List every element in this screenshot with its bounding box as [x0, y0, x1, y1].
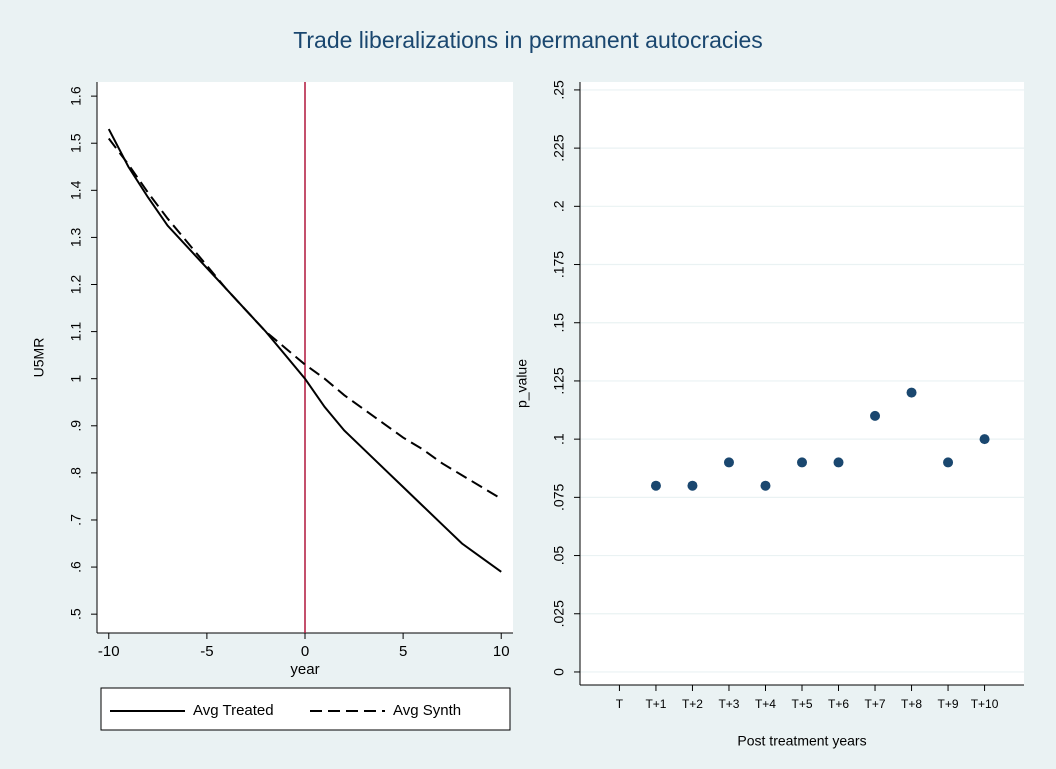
x-tick-label: T+8	[901, 697, 922, 711]
y-tick-label: 1.5	[68, 133, 84, 153]
y-tick-label: .5	[68, 608, 84, 620]
y-tick-label: .25	[551, 80, 567, 100]
y-tick-label: .8	[68, 467, 84, 479]
line-series	[107, 128, 502, 573]
y-tick-label: .025	[551, 600, 567, 627]
y-tick-label: 1.6	[68, 86, 84, 106]
y-tick-label: .6	[68, 561, 84, 573]
x-tick-label: T	[616, 697, 624, 711]
scatter-point	[906, 387, 917, 398]
line-series	[107, 137, 502, 500]
scatter-point	[760, 480, 771, 491]
y-tick-label: .9	[68, 420, 84, 432]
legend-label: Avg Synth	[393, 702, 461, 719]
x-tick-label: T+10	[971, 697, 999, 711]
y-tick-label: .225	[551, 134, 567, 161]
x-tick-label: -5	[200, 643, 213, 660]
scatter-point	[687, 480, 698, 491]
scatter-point	[797, 457, 807, 468]
y-tick-label: 1.1	[68, 322, 84, 342]
scatter-point	[833, 457, 844, 468]
y-tick-label: 1.3	[68, 227, 84, 247]
scatter-point	[650, 480, 661, 491]
x-tick-label: T+1	[645, 697, 666, 711]
y-tick-label: 1.2	[68, 275, 84, 295]
x-tick-label: -10	[98, 643, 120, 660]
x-tick-label: 0	[301, 643, 309, 660]
y-tick-label: .7	[68, 514, 84, 526]
scatter-point	[943, 457, 954, 468]
x-tick-label: T+9	[938, 697, 959, 711]
y-tick-label: 0	[551, 668, 567, 676]
y-tick-label: 1	[68, 375, 84, 383]
y-tick-label: .05	[551, 546, 567, 566]
y-tick-label: 1.4	[68, 180, 84, 200]
y-tick-label: .1	[551, 433, 567, 445]
plot-area	[580, 82, 1024, 685]
x-axis-label: Post treatment years	[737, 733, 866, 749]
x-tick-label: T+3	[718, 697, 739, 711]
x-tick-label: T+4	[755, 697, 776, 711]
scatter-point	[723, 457, 734, 468]
x-tick-label: T+7	[865, 697, 886, 711]
x-tick-label: T+5	[791, 697, 812, 711]
x-tick-label: 5	[399, 643, 407, 660]
x-tick-label: T+2	[682, 697, 703, 711]
scatter-point	[870, 410, 881, 421]
x-tick-label: 10	[493, 643, 510, 660]
y-axis-label: U5MR	[31, 338, 47, 378]
y-axis-label: p_value	[514, 359, 530, 408]
y-tick-label: .125	[551, 367, 567, 394]
legend-box	[100, 687, 511, 731]
x-tick-label: T+6	[828, 697, 849, 711]
x-axis-label: year	[290, 661, 319, 678]
figure-title: Trade liberalizations in permanent autoc…	[293, 27, 763, 53]
legend-label: Avg Treated	[193, 702, 274, 719]
y-tick-label: .15	[551, 313, 567, 333]
scatter-point	[979, 434, 990, 445]
y-tick-label: .2	[551, 200, 567, 212]
y-tick-label: .175	[551, 251, 567, 278]
y-tick-label: .075	[551, 484, 567, 511]
